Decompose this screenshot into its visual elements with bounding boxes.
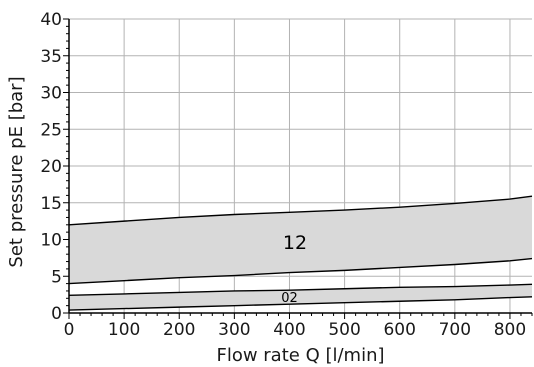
x-tick-label: 700 xyxy=(439,320,471,340)
x-tick-label: 400 xyxy=(273,320,305,340)
band-label-02: 02 xyxy=(281,291,298,306)
band-upper-line-02 xyxy=(68,283,533,297)
y-axis-title: Set pressure pE [bar] xyxy=(6,76,27,267)
x-tick-label: 800 xyxy=(494,320,526,340)
y-axis-ticks: 0 5 10 15 20 25 30 35 40 xyxy=(40,10,62,324)
band-label-12: 12 xyxy=(283,232,307,254)
y-tick-label: 0 xyxy=(51,304,62,324)
band-lower-line-12 xyxy=(68,257,533,285)
y-tick-label: 20 xyxy=(40,157,62,177)
y-tick-label: 40 xyxy=(40,10,62,30)
y-tick-label: 10 xyxy=(40,231,62,251)
x-axis-title: Flow rate Q [l/min] xyxy=(216,345,384,366)
y-tick-label: 25 xyxy=(40,120,62,140)
x-tick-label: 600 xyxy=(383,320,415,340)
band-labels: 12 02 xyxy=(281,232,307,306)
y-tick-label: 5 xyxy=(51,267,62,287)
x-tick-label: 300 xyxy=(218,320,250,340)
band-area-12 xyxy=(69,196,532,284)
x-tick-label: 200 xyxy=(163,320,195,340)
y-tick-label: 30 xyxy=(40,84,62,104)
x-tick-label: 0 xyxy=(64,320,75,340)
bands xyxy=(68,195,533,311)
x-axis-ticks: 0 100 200 300 400 500 600 700 800 xyxy=(64,320,527,340)
band-upper-line-12 xyxy=(68,195,533,226)
y-tick-label: 35 xyxy=(40,47,62,67)
x-tick-label: 100 xyxy=(108,320,140,340)
band-area-02 xyxy=(69,284,532,311)
x-tick-label: 500 xyxy=(328,320,360,340)
grid xyxy=(69,18,532,313)
y-tick-label: 15 xyxy=(40,194,62,214)
band-lower-line-02 xyxy=(68,296,533,311)
axes xyxy=(63,18,533,319)
